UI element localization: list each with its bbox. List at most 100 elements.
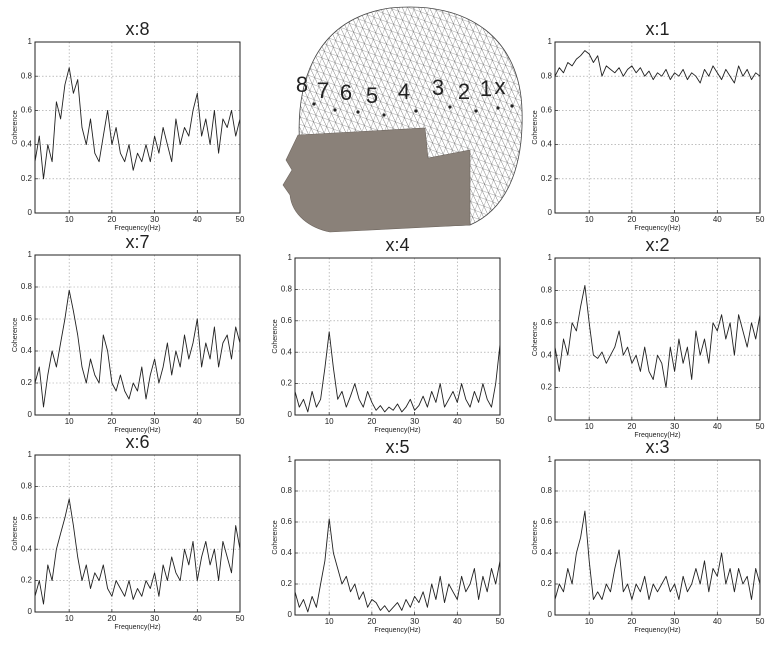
coherence-panel: 0 0.2 0.4 0.6 0.8 1 10 20 30 40 50 x:7 Frequency(Hz)… [12,232,245,434]
x-tick-label: 20 [627,215,636,224]
plot-area [35,42,240,213]
x-tick-label: 10 [325,617,334,626]
x-tick-label: 20 [107,614,116,623]
x-axis-label: Frequency(Hz) [374,627,420,634]
y-tick-label: 0 [288,410,293,419]
y-tick-label: 0.4 [541,140,553,149]
x-tick-label: 20 [627,422,636,431]
y-tick-label: 0.2 [21,174,33,183]
x-tick-label: 50 [236,417,245,426]
y-tick-label: 0.4 [541,548,553,557]
plot-area [555,42,760,213]
coherence-panel: 0 0.2 0.4 0.6 0.8 1 10 20 30 40 50 x:3 Frequency(Hz)… [532,437,765,634]
y-axis-label: Coherence [272,319,279,353]
electrode-label: 5 [366,83,378,108]
x-tick-label: 10 [65,614,74,623]
y-tick-label: 1 [288,253,293,262]
coherence-line [554,50,761,84]
plot-area [555,258,760,420]
x-tick-label: 40 [713,422,722,431]
x-tick-label: 20 [107,417,116,426]
y-tick-label: 0.6 [281,517,293,526]
electrode-label: x [495,74,506,99]
x-tick-label: 40 [193,614,202,623]
y-tick-label: 0.8 [281,486,293,495]
x-tick-label: 50 [756,617,765,626]
coherence-line [294,518,501,613]
x-tick-label: 20 [367,617,376,626]
chart-title: x:7 [125,232,149,252]
x-tick-label: 40 [713,215,722,224]
y-tick-label: 1 [548,37,553,46]
y-tick-label: 0.8 [21,482,33,491]
y-tick-label: 0 [288,610,293,619]
x-tick-label: 40 [193,417,202,426]
axes-frame [554,41,761,214]
y-tick-label: 0 [28,208,33,217]
y-tick-label: 0.8 [281,285,293,294]
x-tick-label: 40 [193,215,202,224]
y-tick-label: 0.8 [21,71,33,80]
y-tick-label: 0.4 [281,347,293,356]
x-tick-label: 30 [150,215,159,224]
x-tick-label: 10 [325,417,334,426]
x-tick-label: 20 [627,617,636,626]
electrode-dot [382,113,386,117]
y-axis-label: Coherence [272,520,279,554]
coherence-line [34,67,241,180]
y-axis-label: Coherence [12,318,19,352]
y-tick-label: 0.4 [21,544,33,553]
y-tick-label: 1 [28,37,33,46]
x-tick-label: 30 [670,215,679,224]
axes-frame [34,41,241,214]
x-axis-label: Frequency(Hz) [634,225,680,232]
axes-frame [554,257,761,421]
y-tick-label: 0 [548,208,553,217]
electrode-label: 4 [398,79,410,104]
electrode-label: 3 [432,75,444,100]
x-tick-label: 10 [65,215,74,224]
chart-title: x:6 [125,432,149,452]
y-tick-label: 0.8 [541,486,553,495]
coherence-panel: 0 0.2 0.4 0.6 0.8 1 10 20 30 40 50 x:1 Frequency(Hz)… [532,19,765,232]
y-tick-label: 0.6 [541,318,553,327]
y-tick-label: 0.2 [541,174,553,183]
coherence-line [34,498,241,605]
coherence-line [34,289,241,408]
y-tick-label: 0.6 [541,106,553,115]
coherence-panel: 0 0.2 0.4 0.6 0.8 1 10 20 30 40 50 x:8 Frequency(Hz)… [12,19,245,232]
x-tick-label: 10 [585,215,594,224]
electrode-label: 7 [317,78,329,103]
x-tick-label: 20 [107,215,116,224]
x-tick-label: 50 [756,422,765,431]
coherence-panel: 0 0.2 0.4 0.6 0.8 1 10 20 30 40 50 x:4 Frequency(Hz)… [272,235,505,434]
y-tick-label: 1 [288,455,293,464]
coherence-line [554,510,761,600]
electrode-dot [448,105,452,109]
y-tick-label: 0 [28,410,33,419]
y-axis-label: Coherence [532,322,539,356]
electrode-label: 8 [296,72,308,97]
y-tick-label: 1 [548,455,553,464]
plot-area [295,460,500,615]
y-tick-label: 0.4 [21,140,33,149]
electrode-dot [333,108,337,112]
y-axis-label: Coherence [12,516,19,550]
y-tick-label: 0.2 [21,378,33,387]
x-tick-label: 50 [236,614,245,623]
face-region [282,127,471,233]
electrode-dot [414,109,418,113]
x-tick-label: 30 [150,614,159,623]
x-tick-label: 40 [453,417,462,426]
x-tick-label: 30 [670,617,679,626]
x-tick-label: 50 [496,417,505,426]
plot-area [295,258,500,415]
y-tick-label: 1 [28,450,33,459]
y-tick-label: 0 [548,610,553,619]
y-tick-label: 0.2 [281,379,293,388]
x-tick-label: 30 [670,422,679,431]
y-tick-label: 0.6 [21,513,33,522]
y-tick-label: 0.6 [21,314,33,323]
